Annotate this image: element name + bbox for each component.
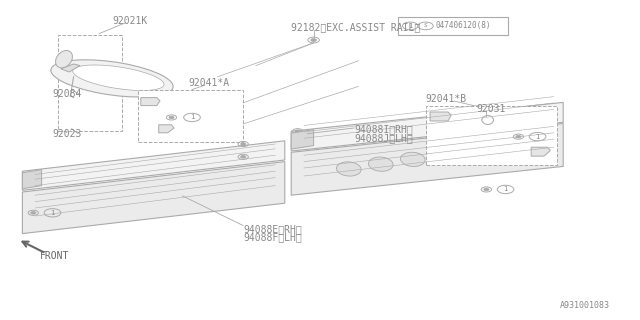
Circle shape [241, 143, 246, 145]
Text: 94088F〈LH〉: 94088F〈LH〉 [243, 232, 302, 243]
Ellipse shape [56, 51, 72, 68]
Text: 92021K: 92021K [112, 16, 147, 26]
Polygon shape [291, 102, 563, 151]
Circle shape [311, 38, 317, 41]
Polygon shape [531, 147, 550, 156]
Text: 92084: 92084 [52, 89, 82, 100]
Text: 1: 1 [189, 115, 195, 120]
Text: 1: 1 [408, 23, 413, 29]
Ellipse shape [73, 65, 164, 91]
Circle shape [485, 118, 491, 121]
Text: 92023: 92023 [52, 129, 82, 140]
FancyBboxPatch shape [58, 35, 122, 131]
Circle shape [484, 188, 489, 191]
Polygon shape [22, 162, 285, 234]
Circle shape [241, 156, 246, 158]
Polygon shape [22, 141, 285, 190]
Polygon shape [430, 112, 451, 121]
Ellipse shape [369, 157, 393, 171]
Text: 92041*A: 92041*A [189, 78, 230, 88]
Polygon shape [291, 130, 314, 149]
Circle shape [31, 212, 36, 214]
Text: 94088E〈RH〉: 94088E〈RH〉 [243, 224, 302, 234]
FancyBboxPatch shape [138, 90, 243, 142]
Ellipse shape [401, 152, 425, 166]
Text: 92041*B: 92041*B [426, 94, 467, 104]
Circle shape [169, 116, 174, 119]
Polygon shape [61, 64, 80, 72]
Circle shape [516, 135, 521, 138]
Text: 94088I〈RH〉: 94088I〈RH〉 [354, 124, 413, 135]
Text: 94088J〈LH〉: 94088J〈LH〉 [354, 133, 413, 143]
Text: A931001083: A931001083 [560, 301, 610, 310]
Text: 92182〈EXC.ASSIST RAIL〉: 92182〈EXC.ASSIST RAIL〉 [291, 22, 420, 32]
Text: 1: 1 [535, 134, 540, 140]
Polygon shape [159, 125, 174, 133]
Ellipse shape [51, 60, 173, 97]
Text: S: S [424, 23, 428, 28]
Polygon shape [141, 98, 160, 106]
Polygon shape [291, 124, 563, 195]
Circle shape [295, 141, 300, 144]
Text: 92031: 92031 [477, 104, 506, 114]
Text: 1: 1 [50, 210, 55, 216]
Ellipse shape [482, 116, 493, 124]
Text: FRONT: FRONT [40, 251, 69, 261]
FancyBboxPatch shape [398, 17, 508, 35]
FancyBboxPatch shape [426, 106, 557, 165]
Circle shape [295, 130, 300, 132]
Text: 1: 1 [503, 187, 508, 192]
Ellipse shape [337, 162, 361, 176]
Text: 047406120(8): 047406120(8) [435, 21, 491, 30]
Polygon shape [22, 170, 42, 189]
